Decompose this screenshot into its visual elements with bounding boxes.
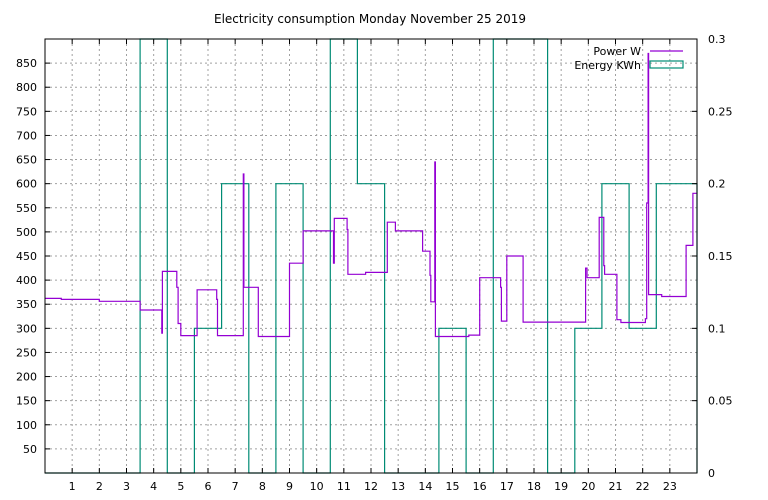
x-tick-label: 5 bbox=[177, 480, 184, 493]
x-tick-label: 13 bbox=[391, 480, 405, 493]
x-axis: 1 2 3 4 5 6 7 8 9 10 11 12 13 14 15 16 17 18 19 20 21 22 23 bbox=[69, 39, 677, 493]
x-tick-label: 22 bbox=[636, 480, 650, 493]
y2-axis: 0 0.05 0.1 0.15 0.2 0.25 0.3 bbox=[692, 33, 733, 480]
grid bbox=[45, 39, 697, 473]
y-tick-label: 400 bbox=[16, 274, 37, 287]
x-tick-label: 2 bbox=[96, 480, 103, 493]
x-tick-label: 16 bbox=[473, 480, 487, 493]
y-tick-label: 800 bbox=[16, 81, 37, 94]
y2-tick-label: 0.1 bbox=[708, 322, 726, 335]
y-tick-label: 850 bbox=[16, 57, 37, 70]
x-tick-label: 4 bbox=[150, 480, 157, 493]
y-tick-label: 500 bbox=[16, 226, 37, 239]
x-tick-label: 19 bbox=[554, 480, 568, 493]
y-tick-label: 150 bbox=[16, 395, 37, 408]
power-series bbox=[45, 52, 697, 338]
legend-label-energy: Energy KWh bbox=[574, 59, 641, 72]
x-tick-label: 20 bbox=[581, 480, 595, 493]
y-tick-label: 750 bbox=[16, 105, 37, 118]
y2-tick-label: 0.15 bbox=[708, 250, 733, 263]
x-tick-label: 9 bbox=[286, 480, 293, 493]
x-tick-label: 1 bbox=[69, 480, 76, 493]
x-tick-label: 3 bbox=[123, 480, 130, 493]
x-tick-label: 8 bbox=[259, 480, 266, 493]
y-tick-label: 250 bbox=[16, 346, 37, 359]
y-tick-label: 550 bbox=[16, 202, 37, 215]
power-line bbox=[45, 52, 697, 338]
x-tick-label: 6 bbox=[205, 480, 212, 493]
x-tick-label: 21 bbox=[609, 480, 623, 493]
x-tick-label: 17 bbox=[500, 480, 514, 493]
y-tick-label: 600 bbox=[16, 178, 37, 191]
y2-tick-label: 0.25 bbox=[708, 105, 733, 118]
x-tick-label: 12 bbox=[364, 480, 378, 493]
y2-tick-label: 0.2 bbox=[708, 178, 726, 191]
y2-tick-label: 0 bbox=[708, 467, 715, 480]
x-tick-label: 23 bbox=[663, 480, 677, 493]
x-tick-label: 18 bbox=[527, 480, 541, 493]
x-tick-label: 15 bbox=[446, 480, 460, 493]
y-tick-label: 200 bbox=[16, 371, 37, 384]
chart-title: Electricity consumption Monday November … bbox=[214, 12, 526, 26]
legend-label-power: Power W bbox=[593, 45, 641, 58]
y-tick-label: 700 bbox=[16, 129, 37, 142]
x-tick-label: 14 bbox=[418, 480, 432, 493]
y-tick-label: 350 bbox=[16, 298, 37, 311]
y-tick-label: 300 bbox=[16, 322, 37, 335]
x-tick-label: 7 bbox=[232, 480, 239, 493]
y-tick-label: 50 bbox=[23, 443, 37, 456]
y2-tick-label: 0.3 bbox=[708, 33, 726, 46]
y-tick-label: 650 bbox=[16, 154, 37, 167]
legend-key-energy bbox=[649, 60, 684, 69]
y-axis: 50 100 150 200 250 300 350 400 450 500 550 600 650 70… bbox=[16, 57, 50, 456]
y2-tick-label: 0.05 bbox=[708, 395, 733, 408]
x-tick-label: 11 bbox=[337, 480, 351, 493]
y-tick-label: 450 bbox=[16, 250, 37, 263]
x-tick-label: 10 bbox=[310, 480, 324, 493]
y-tick-label: 100 bbox=[16, 419, 37, 432]
